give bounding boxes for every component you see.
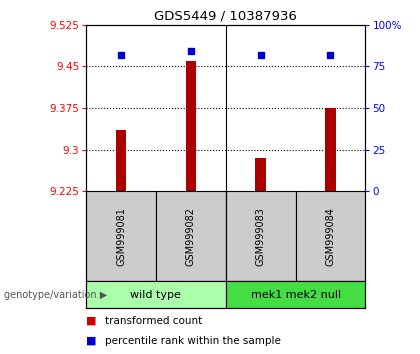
Text: GSM999082: GSM999082 [186,207,196,266]
Bar [186,61,196,191]
Bar [255,158,266,191]
Bar [86,281,226,308]
Text: wild type: wild type [131,290,181,300]
Bar [156,191,226,281]
Bar [325,108,336,191]
Text: GSM999081: GSM999081 [116,207,126,266]
Text: mek1 mek2 null: mek1 mek2 null [250,290,341,300]
Bar [226,281,365,308]
Title: GDS5449 / 10387936: GDS5449 / 10387936 [154,9,297,22]
Text: percentile rank within the sample: percentile rank within the sample [105,336,281,346]
Text: transformed count: transformed count [105,316,202,326]
Text: GSM999084: GSM999084 [326,207,336,266]
Bar [116,130,126,191]
Text: GSM999083: GSM999083 [256,207,266,266]
Bar [296,191,365,281]
Bar [86,191,156,281]
Text: ■: ■ [86,336,97,346]
Bar [226,191,296,281]
Text: genotype/variation ▶: genotype/variation ▶ [4,290,108,300]
Text: ■: ■ [86,316,97,326]
